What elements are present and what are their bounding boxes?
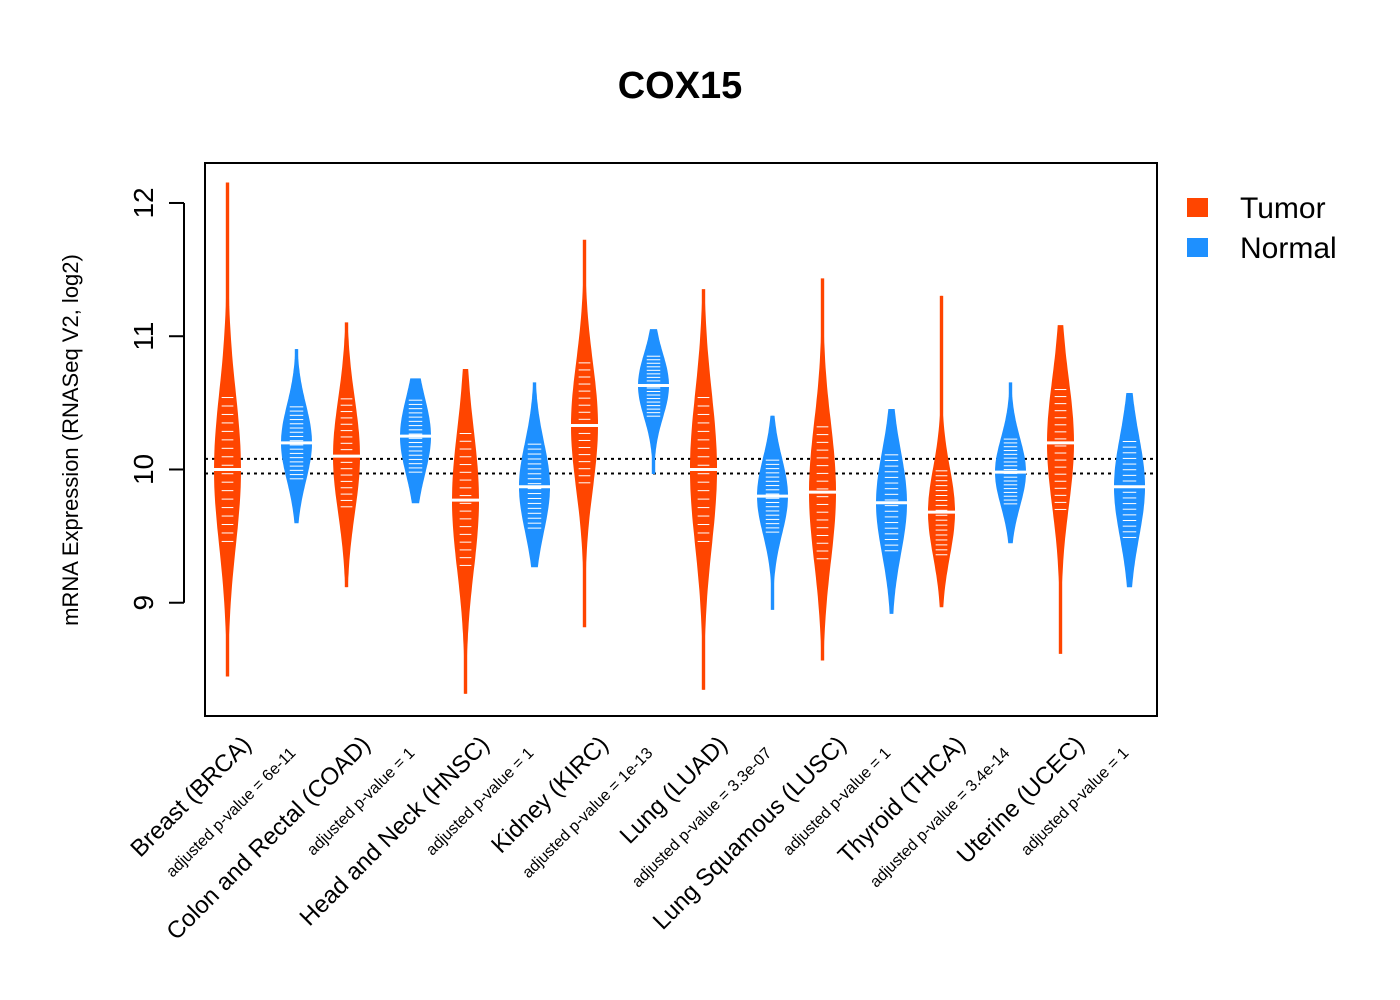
- violin-group-6: [805, 278, 911, 661]
- normal-violin: [995, 382, 1026, 544]
- normal-violin: [519, 382, 550, 568]
- category-label: Lung (LUAD): [615, 731, 733, 849]
- normal-sample-ticks: [884, 454, 899, 552]
- tumor-sample-ticks: [459, 433, 472, 566]
- tumor-violin: [1047, 325, 1074, 654]
- legend: Tumor Normal: [1187, 192, 1337, 265]
- violin-group-1: [210, 182, 316, 677]
- normal-violin: [638, 329, 669, 475]
- y-axis: 9 10 11 12: [128, 187, 185, 611]
- violin-group-5: [686, 289, 792, 690]
- y-tick-label: 9: [128, 595, 159, 611]
- tumor-sample-ticks: [1054, 389, 1067, 510]
- normal-sample-ticks: [765, 459, 780, 533]
- plot-frame: [204, 162, 1158, 717]
- legend-label-tumor: Tumor: [1240, 192, 1326, 225]
- legend-label-normal: Normal: [1240, 232, 1337, 265]
- chart-title: COX15: [618, 65, 743, 107]
- tumor-sample-ticks: [221, 397, 234, 542]
- normal-violin: [400, 378, 431, 504]
- normal-violin: [1114, 392, 1145, 588]
- tumor-sample-ticks: [340, 398, 353, 508]
- tumor-violin: [213, 182, 242, 677]
- tumor-violin: [690, 289, 717, 690]
- normal-sample-ticks: [289, 406, 304, 480]
- violin-group-4: [567, 239, 673, 628]
- normal-sample-ticks: [1003, 438, 1018, 505]
- tumor-sample-ticks: [935, 470, 948, 556]
- x-axis-labels: Breast (BRCA)adjusted p-value = 6e-11Col…: [125, 731, 1132, 945]
- y-tick-label: 12: [128, 187, 159, 218]
- legend-swatch-normal: [1187, 238, 1208, 257]
- tumor-violin: [928, 295, 955, 608]
- normal-sample-ticks: [646, 355, 661, 417]
- normal-sample-ticks: [527, 443, 542, 529]
- tumor-violin: [452, 368, 479, 694]
- normal-violin: [757, 415, 788, 610]
- legend-swatch-tumor: [1187, 198, 1208, 217]
- violin-group-3: [448, 368, 554, 694]
- tumor-sample-ticks: [697, 397, 710, 542]
- normal-sample-ticks: [1122, 440, 1137, 538]
- plot-area: [204, 162, 1158, 717]
- y-tick-label: 10: [128, 454, 159, 485]
- normal-sample-ticks: [408, 399, 423, 473]
- violin-group-2: [329, 322, 435, 588]
- violin-group-7: [924, 295, 1030, 608]
- tumor-violin: [809, 278, 836, 661]
- violin-group-8: [1043, 325, 1149, 654]
- tumor-sample-ticks: [816, 426, 829, 560]
- y-axis-label: mRNA Expression (RNASeq V2, log2): [58, 254, 83, 626]
- y-tick-label: 11: [128, 322, 159, 351]
